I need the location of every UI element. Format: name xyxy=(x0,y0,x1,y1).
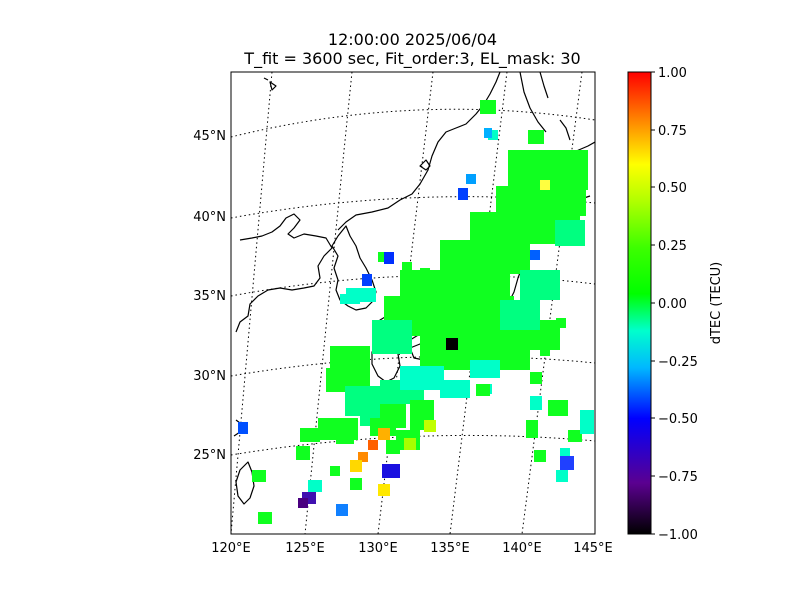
colorbar-tick-0.75: 0.75 xyxy=(658,124,687,139)
lat-label-35: 35°N xyxy=(193,289,226,304)
colorbar-tick-1.00: 1.00 xyxy=(658,66,687,81)
lat-label-45: 45°N xyxy=(193,129,226,144)
colorbar-tick-neg0.50: −0.50 xyxy=(658,412,698,427)
colorbar-tick-neg0.25: −0.25 xyxy=(658,355,698,370)
colorbar-tick-0.50: 0.50 xyxy=(658,181,687,196)
coast-sakhalin xyxy=(519,72,571,141)
map-title-time: 12:00:00 2025/06/04 xyxy=(327,30,498,49)
colorbar-tick-neg0.75: −0.75 xyxy=(658,470,698,485)
coast-korea xyxy=(331,225,377,311)
colorbar-label: dTEC (TECU) xyxy=(709,262,724,345)
lat-label-25: 25°N xyxy=(193,448,226,463)
map-title-params: T_fit = 3600 sec, Fit_order:3, EL_mask: … xyxy=(244,49,581,68)
lat-label-30: 30°N xyxy=(193,369,226,384)
colorbar: 1.00 0.75 0.50 0.25 0.00 −0.25 −0.50 −0.… xyxy=(627,66,724,543)
lon-labels: 120°E 125°E 130°E 135°E 140°E 145°E xyxy=(211,541,613,556)
lon-label-125: 125°E xyxy=(285,541,325,556)
colorbar-tick-neg1.00: −1.00 xyxy=(658,528,698,543)
dtec-points xyxy=(238,100,594,524)
lon-label-130: 130°E xyxy=(358,541,398,556)
coast-sado xyxy=(419,159,431,171)
coast-taiwan xyxy=(235,461,255,505)
coast-islands-a xyxy=(263,77,277,91)
lon-label-135: 135°E xyxy=(430,541,470,556)
lon-label-140: 140°E xyxy=(502,541,542,556)
lon-label-120: 120°E xyxy=(211,541,251,556)
graticule xyxy=(231,72,595,534)
colorbar-scale xyxy=(627,71,652,535)
map-panel xyxy=(231,72,595,534)
lat-labels: 45°N 40°N 35°N 30°N 25°N xyxy=(193,129,226,463)
colorbar-tick-0.00: 0.00 xyxy=(658,297,687,312)
coast-north xyxy=(337,72,501,231)
coast-continent xyxy=(235,213,333,333)
lon-label-145: 145°E xyxy=(573,541,613,556)
lat-label-40: 40°N xyxy=(193,210,226,225)
colorbar-tick-0.25: 0.25 xyxy=(658,239,687,254)
map-frame xyxy=(230,71,596,535)
